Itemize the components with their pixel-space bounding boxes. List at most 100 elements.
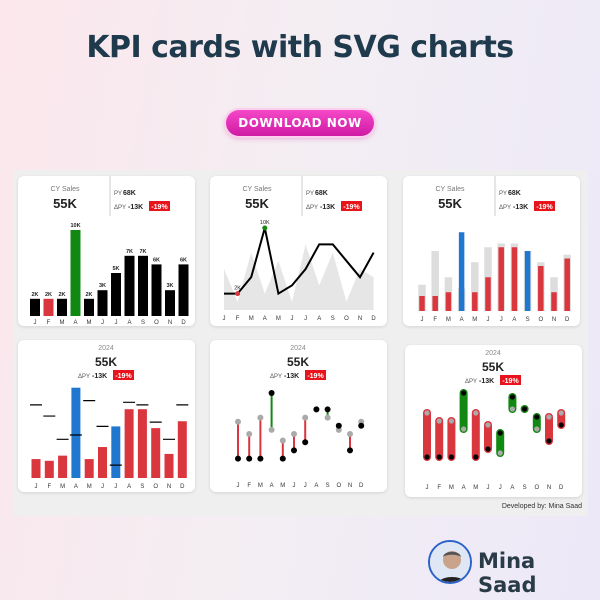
month-tick-label: S bbox=[140, 484, 144, 490]
cy-bar bbox=[445, 292, 452, 311]
month-tick-label: O bbox=[153, 484, 158, 490]
month-tick-label: O bbox=[534, 485, 539, 491]
max-data-label: 10K bbox=[260, 220, 270, 226]
py-dot bbox=[347, 431, 353, 437]
month-tick-label: M bbox=[258, 483, 263, 489]
cy-dot bbox=[268, 390, 275, 396]
month-tick-label: J bbox=[421, 317, 424, 323]
cy-dot bbox=[347, 447, 353, 454]
cy-value: 55K bbox=[53, 196, 77, 211]
month-tick-label: J bbox=[115, 320, 118, 326]
bar-data-label: 3K bbox=[166, 283, 173, 289]
month-tick-label: J bbox=[500, 317, 503, 323]
cy-bar bbox=[124, 409, 134, 478]
month-tick-label: S bbox=[141, 320, 145, 326]
py-dot bbox=[485, 422, 491, 428]
delta-py-label: ΔPY bbox=[306, 205, 318, 211]
month-tick-label: J bbox=[223, 316, 226, 322]
month-tick-label: A bbox=[317, 316, 321, 322]
bar bbox=[30, 298, 40, 316]
month-tick-label: O bbox=[336, 483, 341, 489]
delta-py-value: -13K bbox=[284, 373, 299, 380]
cy-dot bbox=[461, 390, 467, 396]
month-tick-label: J bbox=[499, 485, 502, 491]
delta-py-value: -13K bbox=[513, 204, 528, 211]
author-avatar bbox=[428, 540, 472, 584]
cy-bar bbox=[551, 292, 557, 311]
cy-bar bbox=[472, 292, 478, 311]
cy-dot bbox=[291, 447, 297, 454]
page-title: KPI cards with SVG charts bbox=[86, 30, 514, 65]
bar bbox=[43, 298, 54, 316]
py-dot bbox=[335, 426, 342, 433]
cy-bar bbox=[511, 247, 518, 311]
month-tick-label: S bbox=[331, 316, 335, 322]
delta-py-label: ΔPY bbox=[499, 205, 511, 211]
month-tick-label: J bbox=[101, 320, 104, 326]
delta-pct-value: -19% bbox=[536, 204, 553, 211]
bar bbox=[111, 273, 121, 316]
cy-dot bbox=[558, 422, 564, 428]
cy-bar bbox=[137, 409, 147, 478]
bar bbox=[57, 298, 67, 316]
cy-value: 55K bbox=[482, 360, 504, 374]
py-dot bbox=[448, 418, 454, 424]
month-tick-label: J bbox=[304, 316, 307, 322]
py-dot bbox=[509, 406, 515, 412]
cy-label: CY Sales bbox=[242, 186, 272, 193]
month-tick-label: J bbox=[291, 316, 294, 322]
bar-data-label: 2K bbox=[58, 292, 65, 298]
delta-pct-badge bbox=[341, 201, 362, 211]
bar bbox=[97, 290, 108, 316]
py-dot bbox=[473, 410, 479, 416]
delta-pct-badge bbox=[534, 201, 555, 211]
cy-value: 55K bbox=[438, 196, 462, 211]
delta-pct-value: -19% bbox=[151, 204, 168, 211]
py-dot bbox=[324, 414, 331, 421]
delta-py-value: -13K bbox=[320, 204, 335, 211]
month-tick-label: M bbox=[446, 317, 451, 323]
kpi-card-bar-markers: 2024 55K ΔPY -13K -19% J F M A M J J A S O N D bbox=[18, 340, 195, 492]
cy-bar bbox=[432, 296, 438, 311]
cy-dot bbox=[485, 446, 491, 452]
cy-dot bbox=[235, 455, 241, 462]
capsule bbox=[496, 429, 505, 457]
month-tick-label: A bbox=[510, 485, 514, 491]
delta-py-value: -13K bbox=[92, 373, 107, 380]
cy-dot bbox=[546, 438, 552, 444]
month-tick-label: J bbox=[426, 485, 429, 491]
cards-panel: CY Sales 55K PY 68K ΔPY -13K -19% 2K 2K 2K 10K 2K 3K… bbox=[13, 170, 588, 516]
month-tick-label: S bbox=[526, 317, 530, 323]
month-tick-label: F bbox=[433, 317, 437, 323]
kpi-card-line: CY Sales 55K PY 68K ΔPY -13K -19% 2K 10K J F M A M J J A… bbox=[210, 176, 387, 326]
bar bbox=[84, 298, 94, 316]
delta-pct-value: -19% bbox=[307, 373, 324, 380]
cy-dot bbox=[497, 430, 503, 436]
month-tick-label: A bbox=[127, 484, 131, 490]
year-label: 2024 bbox=[290, 345, 306, 352]
month-tick-label: O bbox=[538, 317, 543, 323]
capsule bbox=[545, 413, 553, 445]
download-now-button[interactable]: DOWNLOAD NOW bbox=[226, 110, 374, 136]
bar-data-label: 2K bbox=[45, 292, 52, 298]
month-tick-label: M bbox=[276, 316, 281, 322]
month-tick-label: D bbox=[359, 483, 364, 489]
cy-dot bbox=[436, 454, 442, 460]
month-tick-label: F bbox=[47, 320, 51, 326]
cy-bar bbox=[31, 459, 41, 478]
delta-pct-value: -19% bbox=[343, 204, 360, 211]
bar bbox=[70, 230, 81, 316]
month-tick-label: N bbox=[552, 317, 556, 323]
capsule bbox=[471, 409, 480, 461]
cy-label: CY Sales bbox=[50, 186, 80, 193]
author-name: Mina Saad bbox=[478, 549, 537, 597]
py-dot bbox=[497, 450, 503, 456]
cy-bar bbox=[538, 266, 544, 311]
developed-by-note: Developed by: Mina Saad bbox=[501, 503, 582, 510]
capsule bbox=[459, 389, 468, 433]
cy-bar bbox=[151, 428, 161, 478]
month-tick-label: A bbox=[314, 483, 318, 489]
capsule bbox=[423, 409, 431, 461]
py-dot bbox=[558, 410, 564, 416]
bar-data-label: 6K bbox=[180, 257, 187, 263]
